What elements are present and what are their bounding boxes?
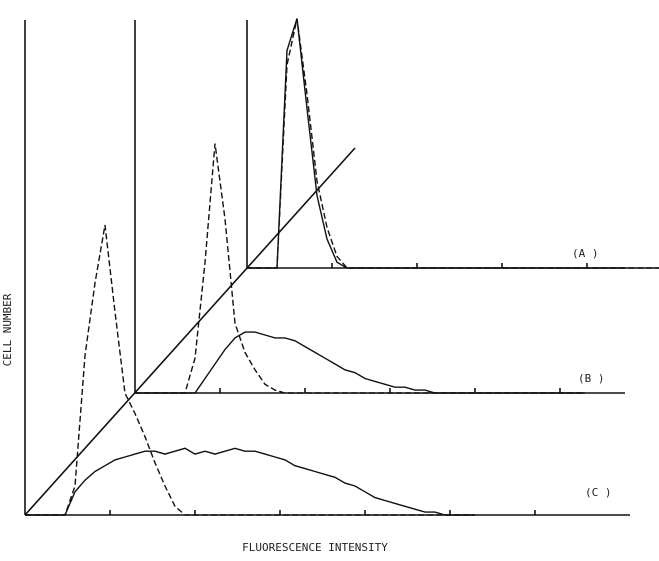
dashed-curve (247, 18, 659, 269)
depth-axis (24, 147, 356, 516)
dashed-curve (135, 143, 585, 394)
solid-curve (25, 447, 475, 516)
solid-curve (135, 331, 585, 394)
solid-curve (247, 18, 659, 269)
panel-label: (A ) (572, 247, 599, 260)
panel-label: (C ) (585, 486, 612, 499)
panel-label: (B ) (578, 372, 605, 385)
y-axis-label: CELL NUMBER (1, 293, 14, 366)
dashed-curve (25, 224, 475, 516)
x-axis-label: FLUORESCENCE INTENSITY (242, 541, 388, 554)
